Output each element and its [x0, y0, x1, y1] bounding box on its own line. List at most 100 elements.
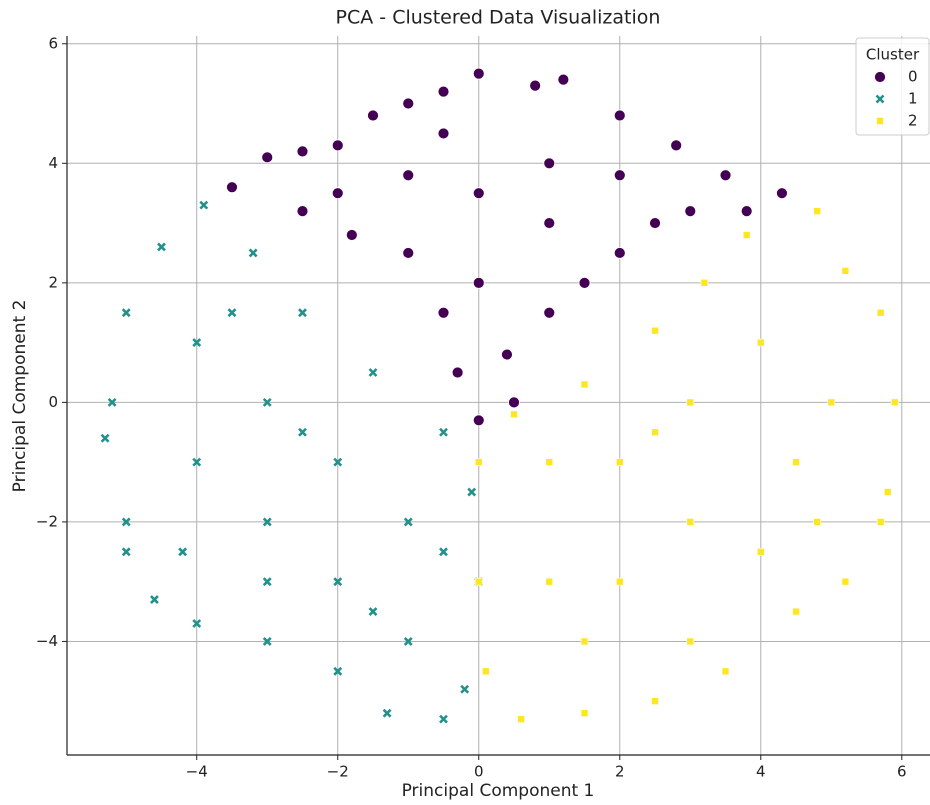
point — [192, 338, 202, 348]
point — [437, 306, 450, 319]
legend-label: 0 — [908, 68, 918, 86]
point — [813, 518, 821, 526]
point — [472, 276, 485, 289]
point — [121, 308, 131, 318]
legend-title: Cluster — [866, 46, 920, 64]
point — [333, 457, 343, 467]
point — [827, 398, 836, 407]
point — [474, 458, 483, 466]
point — [157, 242, 166, 252]
point — [472, 187, 485, 200]
point — [467, 487, 477, 497]
point — [333, 577, 343, 587]
point — [841, 267, 850, 275]
legend-box — [855, 37, 930, 136]
legend: Cluster 0 1 2 — [855, 37, 930, 136]
point — [368, 607, 378, 616]
point — [517, 715, 525, 723]
point — [368, 368, 378, 377]
points — [100, 67, 899, 724]
legend-label: 1 — [908, 90, 918, 108]
point — [651, 326, 659, 335]
point — [333, 666, 343, 676]
point — [262, 577, 272, 587]
point — [700, 279, 709, 287]
point — [100, 433, 110, 443]
point — [686, 518, 695, 526]
y-tick-label: 0 — [48, 393, 58, 411]
point — [439, 547, 448, 557]
y-tick-label: −4 — [36, 632, 58, 650]
point — [841, 577, 850, 586]
point — [298, 308, 307, 318]
point — [876, 308, 885, 317]
point — [686, 637, 695, 646]
point — [792, 607, 800, 616]
point — [402, 169, 415, 182]
point — [557, 73, 570, 86]
legend-marker — [875, 94, 885, 104]
point — [227, 308, 237, 318]
point — [472, 414, 485, 427]
point — [615, 458, 624, 466]
point — [460, 684, 470, 694]
point — [178, 547, 188, 557]
point — [199, 200, 209, 210]
point — [248, 248, 258, 258]
y-tick-label: 4 — [48, 154, 58, 172]
point — [261, 151, 274, 164]
point — [529, 79, 542, 92]
point — [670, 139, 683, 152]
point — [543, 217, 556, 229]
grid — [67, 36, 930, 755]
y-tick-label: 6 — [48, 34, 58, 52]
point — [474, 577, 483, 586]
point — [543, 157, 556, 170]
point — [192, 457, 202, 467]
y-tick-label: 2 — [48, 273, 58, 291]
y-axis-label: Principal Component 2 — [10, 300, 30, 493]
point — [121, 547, 131, 557]
x-tick-label: 6 — [897, 763, 907, 781]
point — [578, 276, 591, 289]
x-axis-label: Principal Component 1 — [402, 781, 595, 801]
point — [437, 127, 450, 140]
x-tick-label: 4 — [756, 763, 766, 781]
point — [402, 97, 415, 110]
y-tick-label: −2 — [36, 512, 58, 530]
point — [890, 398, 899, 407]
point — [813, 207, 821, 215]
axes: −4 −2 0 2 4 6 −4 −2 0 2 4 6 — [36, 34, 930, 781]
point — [402, 247, 415, 259]
point — [719, 169, 732, 182]
point — [439, 714, 448, 724]
point — [776, 187, 788, 200]
point — [107, 397, 117, 407]
point — [684, 205, 697, 218]
point — [545, 577, 554, 586]
point — [382, 708, 392, 718]
point — [651, 428, 659, 437]
point — [296, 205, 309, 218]
point — [649, 217, 661, 229]
point — [580, 380, 589, 389]
legend-label: 2 — [908, 112, 918, 130]
x-tick-label: −4 — [186, 763, 208, 781]
x-tick-label: 2 — [615, 763, 625, 781]
x-tick-label: 0 — [474, 763, 484, 781]
point — [508, 396, 520, 409]
point — [262, 397, 272, 407]
point — [150, 595, 159, 605]
point — [613, 169, 626, 182]
point — [296, 145, 309, 158]
point — [262, 637, 272, 646]
point — [298, 427, 307, 437]
point — [345, 229, 358, 241]
point — [331, 187, 344, 200]
x-tick-label: −2 — [327, 763, 349, 781]
point — [651, 697, 659, 706]
point — [262, 517, 272, 527]
point — [510, 410, 518, 419]
point — [226, 181, 238, 194]
point — [792, 458, 800, 466]
